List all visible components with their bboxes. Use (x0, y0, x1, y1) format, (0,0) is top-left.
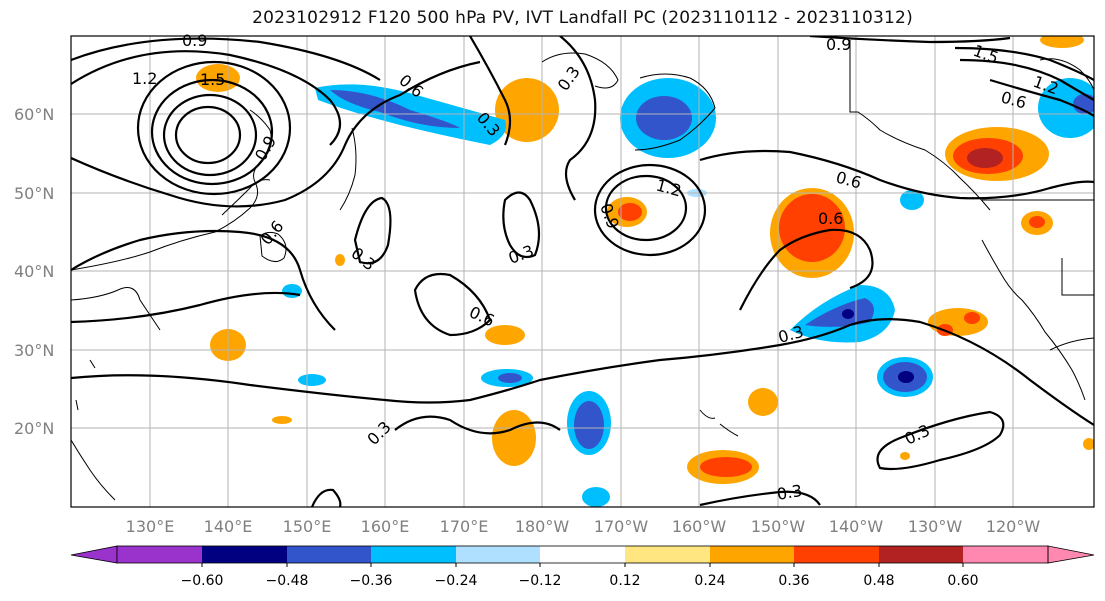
colorbar-bin (540, 546, 625, 563)
lon-label: 130°W (908, 517, 963, 536)
colorbar-extend-min (70, 545, 118, 564)
contour-label: 0.6 (818, 209, 843, 228)
lon-label: 140°E (204, 517, 253, 536)
colorbar: −0.60 −0.48 −0.36 −0.24 −0.12 0.12 0.24 … (70, 545, 1095, 589)
lat-labels: 60°N 50°N 40°N 30°N 20°N (14, 105, 54, 438)
contour-label: 1.5 (971, 41, 1001, 68)
map-title: 2023102912 F120 500 hPa PV, IVT Landfall… (252, 8, 913, 28)
lon-label: 170°E (440, 517, 489, 536)
contour-label: 0.3 (775, 481, 803, 504)
colorbar-bin (456, 546, 540, 563)
colorbar-tick-label: −0.24 (435, 573, 478, 589)
lon-label: 130°E (126, 517, 175, 536)
contour-label: 0.6 (999, 88, 1029, 113)
coastlines (71, 40, 1094, 501)
colorbar-tick-label: 0.48 (863, 573, 894, 589)
colorbar-outline (116, 545, 1049, 564)
colorbar-bin (202, 546, 287, 563)
lon-label: 180°W (515, 517, 570, 536)
colorbar-bin (371, 546, 456, 563)
lat-label: 50°N (14, 184, 54, 203)
colorbar-bin (287, 546, 371, 563)
colorbar-tick-label: −0.12 (519, 573, 562, 589)
contour-label: 0.9 (826, 35, 851, 54)
colorbar-tick-label: −0.36 (350, 573, 393, 589)
colorbar-tick-label: 0.36 (778, 573, 809, 589)
colorbar-bin (879, 546, 963, 563)
lat-label: 30°N (14, 341, 54, 360)
plot-frame (70, 35, 1095, 508)
shaded-fields (196, 36, 1094, 507)
lon-label: 150°E (283, 517, 332, 536)
colorbar-bin (963, 546, 1048, 563)
graticule (71, 36, 1094, 507)
contour-label: 0.6 (466, 302, 497, 330)
lat-label: 20°N (14, 419, 54, 438)
colorbar-bin (794, 546, 879, 563)
lon-label: 140°W (829, 517, 884, 536)
lon-label: 120°W (986, 517, 1041, 536)
colorbar-tick-label: 0.60 (947, 573, 978, 589)
lat-label: 40°N (14, 262, 54, 281)
colorbar-extend-max (1047, 545, 1095, 564)
contour-label: 0.3 (554, 63, 584, 95)
contour-label: 0.3 (776, 322, 806, 347)
colorbar-bin (710, 546, 794, 563)
colorbar-tick-label: −0.48 (266, 573, 309, 589)
colorbar-tick-label: 0.12 (609, 573, 640, 589)
contour-label: 1.2 (132, 69, 157, 88)
lon-labels: 130°E 140°E 150°E 160°E 170°E 180°W 170°… (126, 517, 1041, 536)
colorbar-bin (117, 546, 202, 563)
contour-label: 1.2 (654, 176, 684, 201)
contour-label: 1.5 (200, 70, 225, 89)
colorbar-tick-label: 0.24 (694, 573, 725, 589)
contour-label: 0.3 (363, 417, 394, 448)
lon-label: 170°W (594, 517, 649, 536)
lon-label: 160°E (361, 517, 410, 536)
colorbar-tick-label: −0.60 (181, 573, 224, 589)
pv-contours (71, 36, 1094, 507)
contour-label: 0.3 (347, 244, 379, 275)
contour-label: 0.3 (902, 421, 933, 449)
colorbar-bin (625, 546, 710, 563)
colorbar-ticks (201, 563, 964, 567)
lon-label: 150°W (751, 517, 806, 536)
lon-label: 160°W (672, 517, 727, 536)
contour-label: 0.9 (182, 31, 207, 50)
lat-label: 60°N (14, 105, 54, 124)
